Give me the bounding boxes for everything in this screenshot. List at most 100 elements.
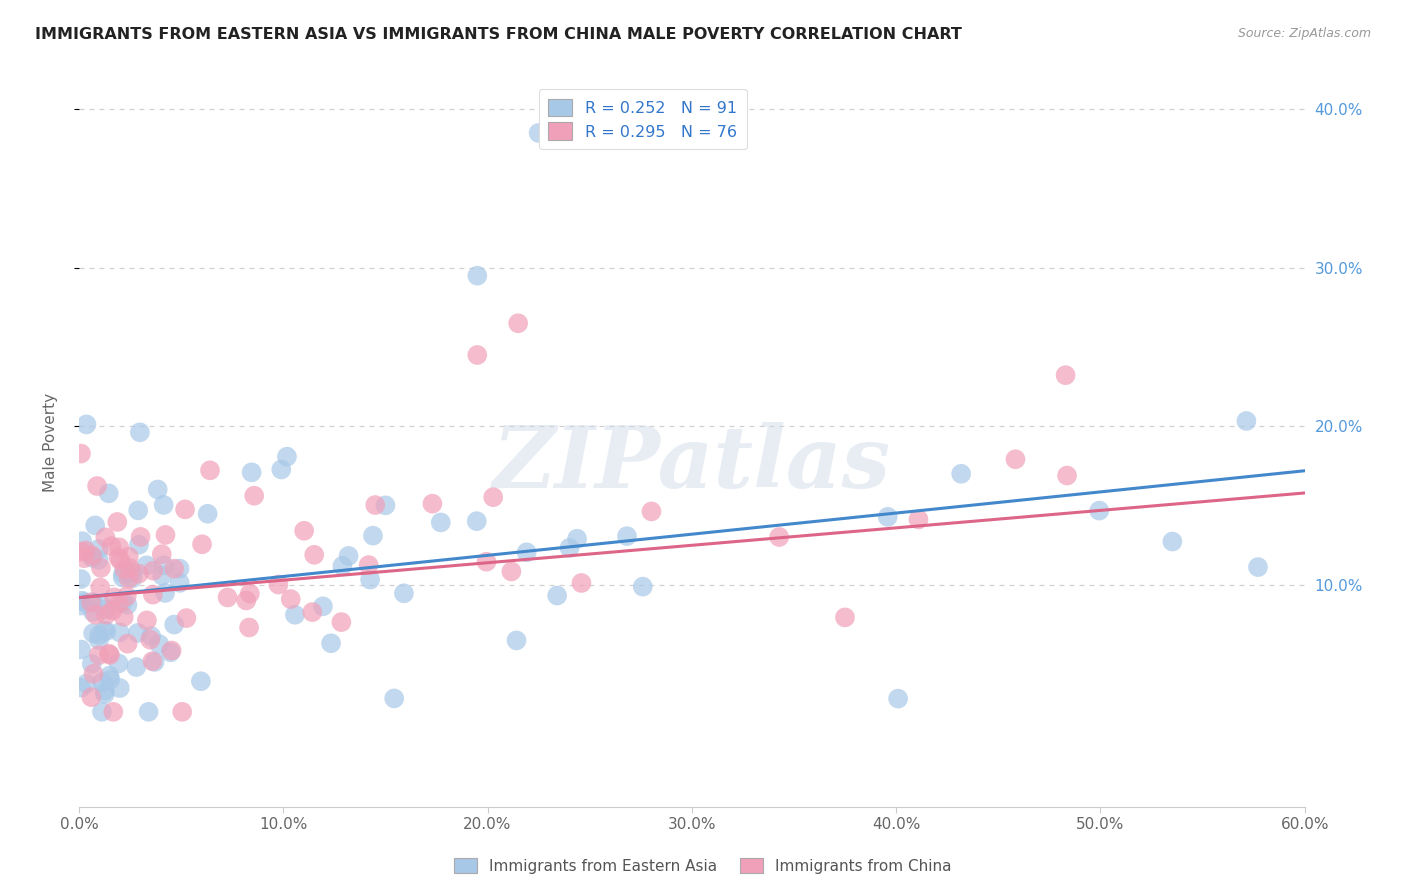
Point	[143, 655, 166, 669]
Point	[80, 657, 103, 671]
Point	[135, 558, 157, 573]
Point	[76, 676, 98, 690]
Point	[159, 645, 181, 659]
Point	[546, 589, 568, 603]
Point	[176, 611, 198, 625]
Point	[89, 628, 111, 642]
Point	[631, 580, 654, 594]
Point	[76, 417, 98, 432]
Point	[240, 466, 263, 480]
Point	[97, 647, 120, 661]
Point	[90, 705, 112, 719]
Point	[121, 566, 143, 580]
Point	[301, 605, 323, 619]
Point	[108, 541, 131, 555]
Point	[100, 539, 122, 553]
Point	[330, 615, 353, 629]
Point	[571, 576, 593, 591]
Point	[876, 509, 898, 524]
Point	[90, 561, 112, 575]
Point	[96, 624, 118, 639]
Point	[475, 555, 498, 569]
Point	[169, 561, 191, 575]
Point	[359, 573, 381, 587]
Point	[112, 610, 135, 624]
Point	[302, 548, 325, 562]
Point	[1004, 452, 1026, 467]
Point	[565, 532, 588, 546]
Point	[312, 599, 335, 614]
Point	[146, 483, 169, 497]
Point	[139, 632, 162, 647]
Point	[361, 529, 384, 543]
Point	[190, 674, 212, 689]
Point	[429, 516, 451, 530]
Point	[142, 564, 165, 578]
Text: ZIPatlas: ZIPatlas	[492, 422, 891, 506]
Point	[127, 626, 149, 640]
Point	[141, 654, 163, 668]
Point	[70, 642, 93, 657]
Point	[422, 497, 444, 511]
Point	[111, 595, 134, 609]
Point	[198, 463, 221, 477]
Point	[516, 545, 538, 559]
Point	[465, 348, 488, 362]
Point	[382, 691, 405, 706]
Point	[108, 596, 131, 610]
Point	[91, 675, 114, 690]
Point	[80, 595, 103, 609]
Point	[276, 450, 298, 464]
Legend: Immigrants from Eastern Asia, Immigrants from China: Immigrants from Eastern Asia, Immigrants…	[449, 852, 957, 880]
Point	[87, 648, 110, 662]
Point	[153, 586, 176, 600]
Point	[465, 514, 488, 528]
Point	[163, 562, 186, 576]
Point	[174, 502, 197, 516]
Point	[163, 617, 186, 632]
Point	[392, 586, 415, 600]
Point	[91, 599, 114, 613]
Point	[558, 541, 581, 555]
Point	[101, 603, 124, 617]
Point	[98, 648, 121, 662]
Point	[332, 558, 354, 573]
Point	[98, 669, 121, 683]
Point	[117, 637, 139, 651]
Point	[135, 613, 157, 627]
Point	[239, 586, 262, 600]
Point	[640, 504, 662, 518]
Point	[217, 591, 239, 605]
Point	[111, 566, 134, 581]
Point	[87, 552, 110, 566]
Point	[280, 592, 302, 607]
Point	[107, 550, 129, 565]
Point	[82, 605, 104, 619]
Legend: R = 0.252   N = 91, R = 0.295   N = 76: R = 0.252 N = 91, R = 0.295 N = 76	[538, 89, 747, 150]
Point	[108, 625, 131, 640]
Point	[1234, 414, 1257, 428]
Point	[267, 577, 290, 591]
Point	[505, 633, 527, 648]
Point	[508, 316, 530, 330]
Y-axis label: Male Poverty: Male Poverty	[44, 392, 58, 491]
Point	[110, 553, 132, 567]
Point	[103, 591, 125, 605]
Point	[70, 545, 93, 559]
Point	[82, 550, 104, 565]
Point	[887, 691, 910, 706]
Point	[120, 561, 142, 575]
Point	[86, 479, 108, 493]
Point	[501, 565, 523, 579]
Point	[950, 467, 973, 481]
Point	[111, 570, 134, 584]
Point	[465, 268, 488, 283]
Point	[125, 660, 148, 674]
Point	[482, 490, 505, 504]
Point	[270, 462, 292, 476]
Point	[82, 626, 104, 640]
Point	[82, 595, 104, 609]
Point	[73, 595, 96, 609]
Point	[238, 620, 260, 634]
Point	[616, 529, 638, 543]
